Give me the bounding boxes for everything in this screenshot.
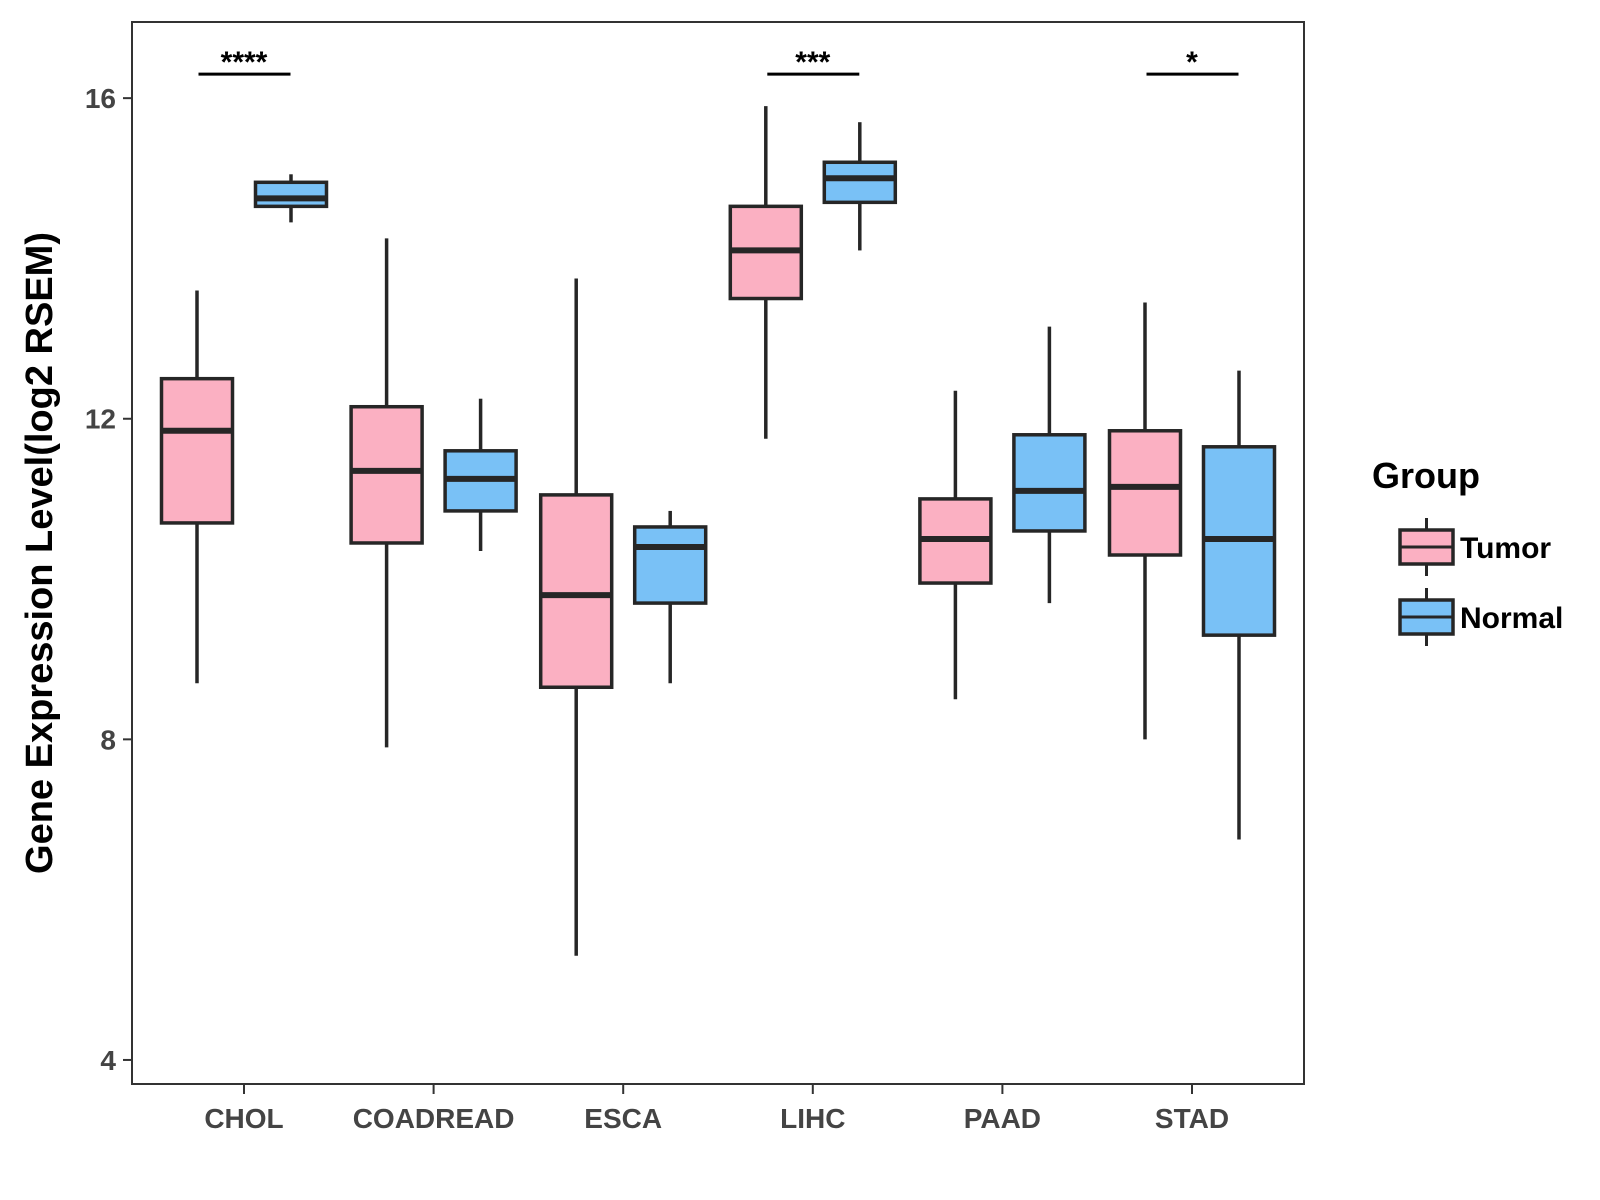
y-tick-label: 16	[85, 83, 116, 114]
plot-area: **** *** *	[159, 46, 1277, 956]
significance-label: ****	[221, 46, 268, 79]
box-tumor-paad	[918, 390, 993, 700]
legend-title: Group	[1372, 455, 1480, 496]
box-iqr	[253, 180, 329, 209]
box-normal-stad	[1201, 370, 1277, 840]
x-tick-label: COADREAD	[353, 1103, 515, 1134]
y-tick-label: 12	[85, 404, 116, 435]
x-tick-label: LIHC	[780, 1103, 845, 1134]
plot-border	[131, 21, 1305, 1085]
box-iqr	[159, 376, 235, 525]
legend: Group Tumor Normal	[1372, 455, 1563, 646]
x-tick-label: CHOL	[204, 1103, 283, 1134]
box-normal-paad	[1012, 326, 1087, 604]
box-normal-chol	[253, 174, 329, 223]
y-tick-label: 8	[100, 724, 116, 755]
box-normal-esca	[632, 510, 708, 684]
box-tumor-chol	[159, 290, 235, 684]
box-iqr	[822, 160, 898, 205]
legend-item-tumor: Tumor	[1398, 518, 1551, 576]
box-tumor-coadread	[349, 238, 424, 748]
x-tick-label: STAD	[1155, 1103, 1229, 1134]
x-tick-label: PAAD	[964, 1103, 1041, 1134]
box-normal-coadread	[443, 398, 518, 551]
y-tick-label: 4	[100, 1045, 116, 1076]
significance-label: *	[1186, 46, 1198, 79]
box-normal-lihc	[822, 122, 898, 251]
box-iqr	[1012, 433, 1087, 533]
box-iqr	[349, 404, 424, 545]
legend-label: Tumor	[1460, 532, 1551, 565]
box-tumor-lihc	[728, 106, 804, 439]
significance-label: ***	[795, 46, 830, 79]
box-iqr	[632, 525, 708, 605]
box-tumor-esca	[538, 278, 614, 956]
legend-item-normal: Normal	[1398, 588, 1563, 646]
x-axis: CHOL COADREAD ESCA LIHC PAAD STAD	[204, 1084, 1229, 1134]
legend-label: Normal	[1460, 602, 1563, 635]
x-tick-label: ESCA	[584, 1103, 662, 1134]
y-axis-title: Gene Expression Level(log2 RSEM)	[19, 232, 61, 874]
y-axis: 4 8 12 16	[85, 83, 132, 1076]
box-iqr	[1107, 429, 1183, 557]
box-iqr	[538, 493, 614, 690]
box-tumor-stad	[1107, 302, 1183, 740]
